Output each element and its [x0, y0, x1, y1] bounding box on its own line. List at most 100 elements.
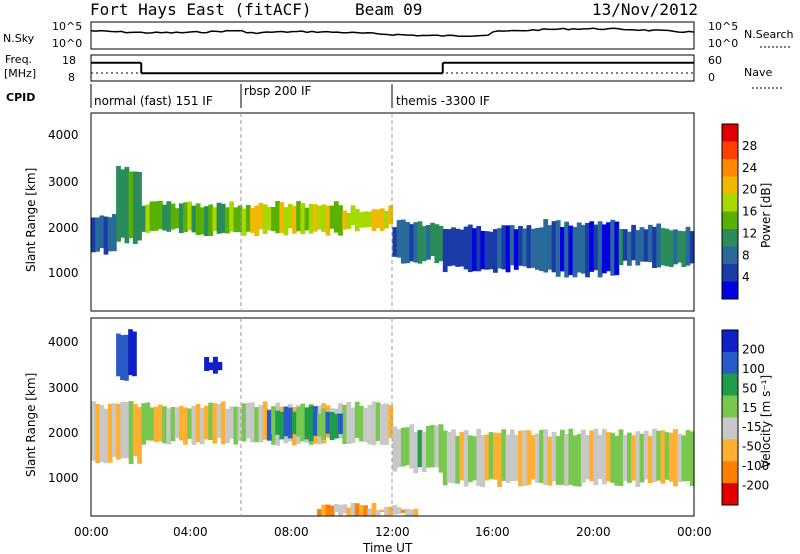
- power-cell-7-11: [589, 221, 595, 272]
- power-cell-8-10: [660, 228, 666, 266]
- velocity-cell-5-14: [325, 411, 331, 434]
- xtick-1600: 16:00: [475, 525, 510, 539]
- velocity-ylabel: Slant Range [km]: [24, 373, 38, 477]
- power-colorbar-swatches: [722, 124, 738, 300]
- power-cell-2-6: [166, 201, 172, 232]
- power-cell-7-1: [547, 225, 553, 270]
- velocity-cell-5-2: [275, 410, 281, 435]
- velocity-cell-8-15: [379, 509, 385, 512]
- power-ytick-1000: 1000: [48, 266, 79, 280]
- power-cell-7-0: [543, 219, 549, 273]
- velocity-cell-7-44: [627, 432, 632, 483]
- power-cell-2-0: [141, 205, 147, 232]
- velocity-cell-8-20: [400, 509, 406, 513]
- power-cell-4-7: [371, 209, 377, 231]
- cpid-segment-normal: normal (fast) 151 IF: [94, 94, 213, 108]
- power-cell-8-13: [673, 229, 678, 265]
- velocity-cell-2-10: [183, 407, 188, 445]
- power-cell-6-16: [509, 225, 515, 266]
- noise-sky-trace: [90, 27, 695, 37]
- noise-left-label: N.Sky: [3, 32, 35, 45]
- power-cell-3-18: [317, 205, 322, 230]
- velocity-cell-2-11: [187, 408, 193, 439]
- velocity-cell-7-19: [522, 430, 528, 486]
- velocity-cell-2-17: [212, 403, 218, 444]
- velocity-cell-6-10: [434, 425, 440, 468]
- power-cell-3-14: [300, 203, 306, 235]
- velocity-cell-7-22: [534, 433, 540, 483]
- velocity-cell-3-2: [212, 356, 218, 374]
- velocity-colorbar-swatch-0: [722, 330, 738, 353]
- power-cell-2-3: [153, 201, 159, 231]
- power-cell-8-11: [664, 228, 670, 267]
- power-cell-3-4: [258, 202, 264, 230]
- velocity-colorbar: 200 100 50 15 -15 -50 -100 -200 Velocity [m s⁻¹…: [721, 329, 773, 506]
- velocity-cell-8-23: [413, 508, 419, 516]
- velocity-cell-0-3: [103, 408, 109, 464]
- power-cell-6-5: [463, 226, 469, 270]
- velocity-cell-7-26: [551, 431, 557, 482]
- velocity-cell-2-21: [229, 406, 234, 439]
- velocity-cell-7-48: [643, 430, 649, 480]
- power-cell-8-14: [677, 230, 683, 263]
- velocity-cell-7-18: [518, 430, 523, 487]
- velocity-cell-6-11: [438, 424, 444, 473]
- velocity-cell-7-59: [689, 431, 695, 487]
- velocity-colorbar-swatch-5: [722, 439, 738, 462]
- velocity-cell-8-6: [342, 504, 348, 514]
- velocity-cell-5-0: [266, 410, 272, 441]
- velocity-cell-2-19: [220, 401, 226, 445]
- power-cell-3-21: [329, 205, 335, 229]
- velocity-cell-6-7: [421, 432, 427, 472]
- velocity-cell-7-4: [459, 431, 465, 481]
- velocity-cell-7-24: [543, 429, 549, 486]
- velocity-ytick-3000: 3000: [48, 381, 79, 395]
- velocity-cell-2-6: [166, 408, 172, 445]
- velocity-cell-7-16: [509, 429, 515, 482]
- velocity-colorbar-swatch-4: [722, 417, 738, 440]
- power-cell-4-3: [354, 208, 360, 232]
- power-cell-1-0: [116, 165, 121, 242]
- velocity-cell-7-7: [472, 436, 477, 481]
- x-axis: 00:00 04:00 08:00 12:00 16:00 20:00 00:0…: [74, 525, 712, 554]
- velocity-cell-7-50: [652, 428, 657, 482]
- power-cell-2-10: [183, 202, 188, 233]
- power-cell-4-9: [379, 208, 385, 231]
- velocity-cell-5-5: [287, 407, 293, 439]
- power-cell-3-5: [262, 204, 268, 234]
- power-cell-3-12: [292, 205, 297, 234]
- power-cell-3-16: [308, 203, 314, 234]
- power-cell-3-20: [325, 205, 331, 236]
- velocity-cell-7-6: [467, 435, 473, 483]
- velocity-cell-2-23: [237, 406, 243, 441]
- velocity-cell-7-11: [488, 432, 494, 480]
- xtick-1200: 12:00: [375, 525, 410, 539]
- power-cell-8-1: [622, 229, 628, 261]
- velocity-cell-4-5: [262, 401, 268, 440]
- velocity-cell-4-2: [250, 402, 255, 443]
- velocity-ytick-1000: 1000: [48, 471, 79, 485]
- beam-label: Beam 09: [355, 0, 422, 19]
- power-cell-5-8: [426, 225, 431, 260]
- power-colorbar: 28 24 20 16 12 8 4 Power [dB]: [721, 123, 773, 300]
- power-colorbar-label: Power [dB]: [759, 183, 773, 248]
- power-cell-7-6: [568, 225, 574, 276]
- velocity-cell-1-1: [120, 335, 125, 380]
- velocity-cell-5-3: [279, 411, 285, 440]
- power-cell-2-18: [216, 202, 222, 234]
- power-cell-3-8: [275, 201, 281, 234]
- velocity-cell-7-57: [681, 435, 687, 482]
- velocity-cell-7-41: [614, 435, 620, 486]
- power-cell-3-23: [338, 205, 343, 236]
- power-cell-8-15: [681, 231, 687, 267]
- power-cell-2-11: [187, 201, 193, 231]
- power-cell-6-20: [526, 225, 532, 269]
- power-cell-5-9: [430, 222, 435, 256]
- velocity-cell-8-19: [396, 507, 402, 515]
- power-cell-1-2: [124, 166, 130, 244]
- power-cell-6-2: [451, 227, 456, 266]
- power-cell-7-13: [597, 221, 603, 278]
- velocity-colorbar-tick-0: 200: [742, 342, 765, 356]
- power-marks: [91, 165, 695, 278]
- velocity-ytick-2000: 2000: [48, 426, 79, 440]
